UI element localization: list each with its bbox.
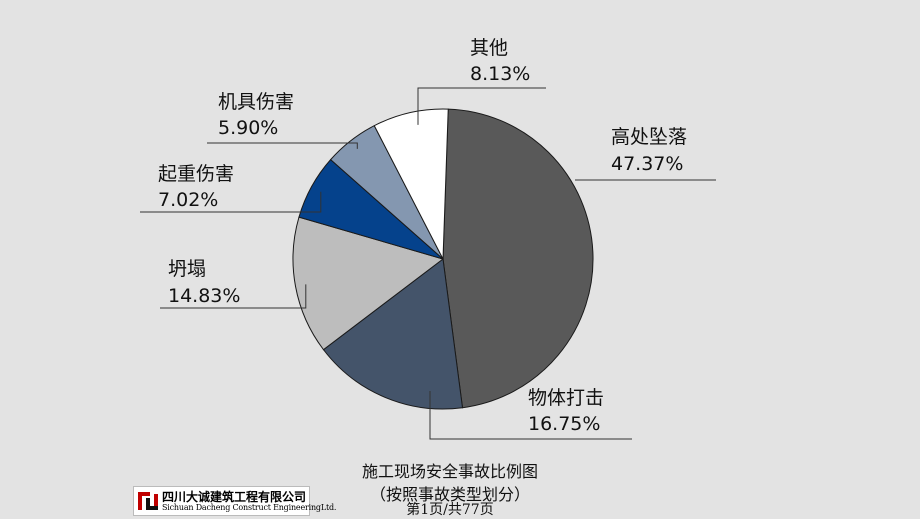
company-name-cn: 四川大诚建筑工程有限公司 <box>162 490 307 504</box>
slice-value-4: 7.02% <box>158 189 218 211</box>
slice-value-5: 5.90% <box>218 117 278 139</box>
slice-value-2: 16.75% <box>528 413 600 435</box>
leader-line-3 <box>160 284 307 309</box>
slice-label-5: 机具伤害 <box>218 91 294 113</box>
leader-line-2 <box>429 391 632 440</box>
leader-line-4 <box>140 191 322 213</box>
slice-value-1: 47.37% <box>611 153 683 175</box>
pie-slice-1 <box>442 108 594 409</box>
leader-line-6 <box>417 87 546 125</box>
company-logo: 四川大诚建筑工程有限公司 Sichuan Dacheng Construct E… <box>133 486 336 516</box>
pie-slice-2 <box>322 258 464 410</box>
page-indicator: 第1页/共77页 <box>406 502 494 518</box>
slice-value-6: 8.13% <box>470 63 530 85</box>
slice-label-2: 物体打击 <box>528 387 604 409</box>
slice-label-6: 其他 <box>470 37 508 59</box>
pie-slice-6 <box>373 108 449 261</box>
slice-label-4: 起重伤害 <box>158 163 234 185</box>
chart-title: 施工现场安全事故比例图 <box>361 462 538 481</box>
company-logo-icon <box>137 490 159 512</box>
pie-slice-3 <box>292 216 445 351</box>
chart-subtitle: （按照事故类型划分） <box>369 485 530 504</box>
slice-label-3: 坍塌 <box>168 258 206 280</box>
leader-line-5 <box>207 142 358 149</box>
slice-value-3: 14.83% <box>168 285 240 307</box>
company-name-en: Sichuan Dacheng Construct EngineeringLtd… <box>162 503 337 512</box>
slice-label-1: 高处坠落 <box>611 126 687 148</box>
